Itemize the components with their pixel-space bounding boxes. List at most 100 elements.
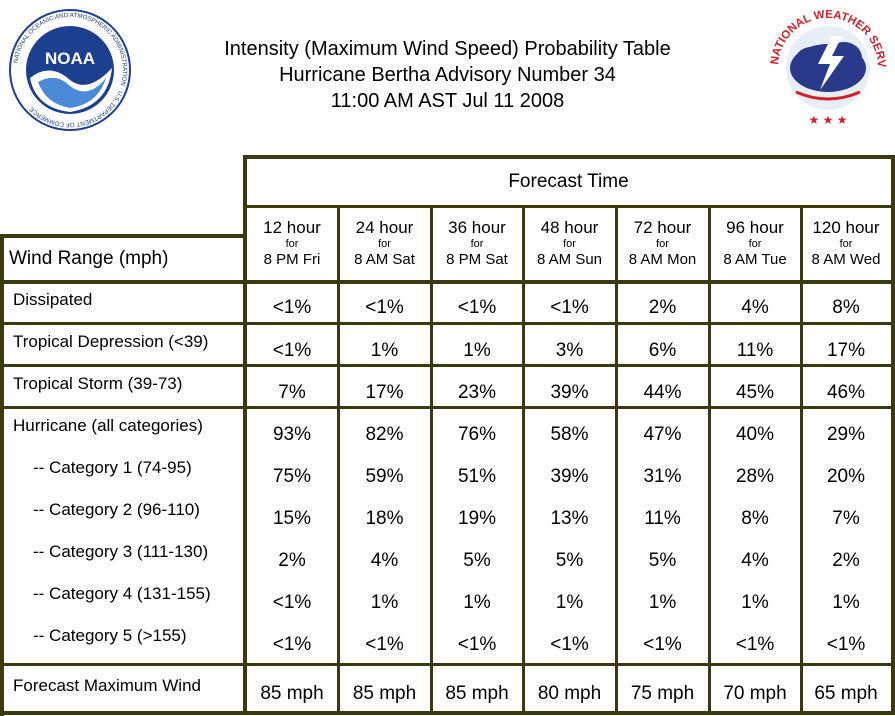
table-rule [891, 155, 895, 715]
table-cell: 11% [644, 508, 681, 529]
column-hours: 72 hour [633, 218, 692, 237]
table-cell: <1% [826, 634, 866, 655]
table-rule [243, 155, 247, 715]
column-hours: 48 hour [540, 218, 599, 237]
row-label: Tropical Storm (39-73) [13, 374, 183, 393]
title-line-1: Intensity (Maximum Wind Speed) Probabili… [224, 38, 671, 60]
table-cell: 5% [555, 550, 584, 571]
column-time: 8 AM Tue [723, 251, 787, 268]
table-rule [615, 205, 618, 715]
table-cell: 13% [550, 508, 589, 529]
row-label: Forecast Maximum Wind [13, 676, 201, 695]
table-cell: 80 mph [537, 683, 602, 704]
column-hours: 36 hour [448, 218, 506, 237]
table-rule [0, 711, 895, 715]
table-cell: 85 mph [352, 683, 417, 704]
table-rule [0, 234, 4, 716]
table-cell: 46% [826, 382, 866, 403]
column-for: for [563, 238, 576, 250]
table-cell: <1% [272, 592, 312, 613]
table-cell: 85 mph [445, 683, 509, 704]
table-cell: <1% [735, 634, 775, 655]
table-cell: 2% [278, 550, 306, 571]
column-header: 12 hour for 8 PM Fri [246, 218, 338, 269]
row-label: Dissipated [13, 290, 93, 309]
table-cell: <1% [457, 634, 497, 655]
noaa-logo: NOAA NATIONAL OCEANIC AND ATMOSPHERIC AD… [9, 9, 131, 131]
table-cell: 8% [741, 508, 769, 529]
table-cell: <1% [365, 634, 404, 655]
table-cell: 76% [457, 424, 497, 445]
table-cell: <1% [457, 297, 497, 318]
table-rule [0, 234, 247, 238]
column-hours: 96 hour [726, 218, 784, 237]
table-rule [0, 406, 895, 409]
table-cell: <1% [272, 297, 312, 318]
table-rule [0, 280, 895, 284]
title-line-2: Hurricane Bertha Advisory Number 34 [279, 64, 616, 86]
table-cell: 65 mph [814, 683, 878, 704]
column-for: for [470, 238, 484, 250]
table-rule [430, 205, 433, 715]
table-cell: 7% [832, 508, 860, 529]
table-cell: 2% [832, 550, 860, 571]
table-cell: <1% [550, 634, 589, 655]
table-rule [800, 205, 803, 715]
table-cell: 17% [826, 340, 866, 361]
column-header: 48 hour for 8 AM Sun [523, 218, 616, 269]
page-title: Intensity (Maximum Wind Speed) Probabili… [150, 36, 745, 114]
column-hours: 120 hour [812, 218, 880, 237]
table-cell: 75% [272, 466, 312, 487]
nws-logo: NATIONAL WEATHER SERVICE ★ ★ ★ [766, 6, 887, 127]
table-rule [0, 663, 895, 666]
column-header: 120 hour for 8 AM Wed [801, 218, 891, 269]
row-label: -- Category 1 (74-95) [33, 458, 192, 477]
table-cell: 3% [555, 340, 584, 361]
table-cell: <1% [550, 297, 589, 318]
table-cell: 8% [832, 297, 860, 318]
table-cell: 28% [735, 466, 775, 487]
column-time: 8 PM Sat [446, 251, 508, 268]
column-for: for [839, 238, 853, 250]
column-time: 8 AM Mon [628, 251, 697, 268]
table-cell: 39% [550, 466, 589, 487]
table-cell: 1% [370, 340, 399, 361]
row-label: -- Category 4 (131-155) [33, 584, 211, 603]
table-cell: 31% [643, 466, 682, 487]
table-rule [708, 205, 711, 715]
column-time: 8 PM Fri [263, 251, 321, 268]
table-cell: 19% [457, 508, 497, 529]
column-hours: 24 hour [355, 218, 414, 237]
table-cell: 5% [463, 550, 491, 571]
table-cell: 1% [648, 592, 677, 613]
row-label: -- Category 3 (111-130) [33, 542, 209, 561]
row-label: -- Category 2 (96-110) [33, 500, 200, 519]
table-rule [243, 205, 895, 208]
table-cell: 1% [832, 592, 860, 613]
table-cell: 59% [365, 466, 404, 487]
column-header: 36 hour for 8 PM Sat [431, 218, 523, 269]
table-rule [337, 205, 340, 715]
table-cell: 93% [272, 424, 312, 445]
table-cell: 1% [463, 592, 491, 613]
table-cell: 4% [741, 550, 769, 571]
table-cell: 18% [365, 508, 404, 529]
column-hours: 12 hour [263, 218, 321, 237]
column-for: for [656, 238, 669, 250]
table-cell: 11% [736, 340, 774, 361]
table-cell: 40% [735, 424, 775, 445]
table-rule [0, 364, 895, 367]
table-cell: 1% [370, 592, 399, 613]
table-cell: 1% [555, 592, 584, 613]
table-rule [522, 205, 525, 715]
table-cell: 23% [457, 382, 497, 403]
table-cell: 7% [278, 382, 306, 403]
table-rule [0, 322, 895, 325]
table-cell: <1% [365, 297, 404, 318]
column-for: for [748, 238, 762, 250]
table-cell: 39% [550, 382, 589, 403]
table-cell: <1% [272, 634, 312, 655]
table-cell: 5% [648, 550, 677, 571]
column-time: 8 AM Sun [536, 251, 603, 268]
